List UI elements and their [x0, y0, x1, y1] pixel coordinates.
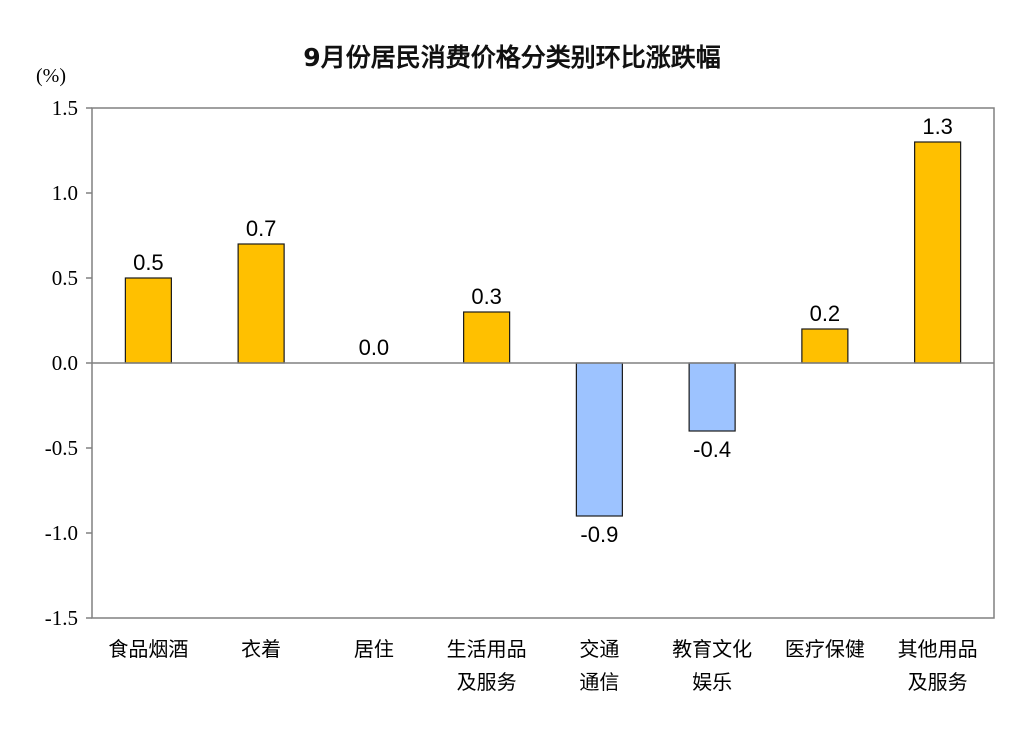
y-tick-label: 0.5: [52, 266, 78, 290]
bar: [124, 277, 172, 364]
data-label: -0.4: [693, 437, 731, 462]
category-label: 生活用品: [447, 637, 527, 661]
data-labels: 0.5 0.7 0.0 0.3 -0.9 -0.4 0.2 1.3: [133, 114, 953, 547]
y-tick-label: -1.0: [45, 521, 78, 545]
category-label: 及服务: [457, 670, 517, 694]
category-label: 居住: [354, 637, 394, 661]
category-label: 医疗保健: [785, 637, 865, 661]
data-label: 0.2: [810, 301, 841, 326]
bars: [124, 141, 962, 517]
category-label: 娱乐: [692, 670, 732, 694]
data-label: -0.9: [580, 522, 618, 547]
category-label: 衣着: [241, 637, 281, 661]
data-label: 0.7: [246, 216, 277, 241]
chart-title: 9月份居民消费价格分类别环比涨跌幅: [303, 43, 720, 72]
y-tick-label: 1.5: [52, 96, 78, 120]
bar: [237, 243, 285, 364]
bar: [688, 362, 736, 432]
bar: [575, 362, 623, 517]
bar: [914, 141, 962, 364]
y-tick-label: 0.0: [52, 351, 78, 375]
bar: [801, 328, 849, 364]
category-label: 教育文化: [672, 637, 752, 661]
category-label: 食品烟酒: [108, 637, 188, 661]
y-tick-label: 1.0: [52, 181, 78, 205]
y-tick-label: -0.5: [45, 436, 78, 460]
category-label: 通信: [579, 670, 619, 694]
category-label: 其他用品: [898, 637, 978, 661]
data-label: 1.3: [922, 114, 953, 139]
y-axis: 1.5 1.0 0.5 0.0 -0.5 -1.0 -1.5: [45, 96, 92, 630]
data-label: 0.5: [133, 250, 164, 275]
y-axis-unit: (%): [36, 65, 66, 87]
data-label: 0.3: [471, 284, 502, 309]
category-label: 及服务: [908, 670, 968, 694]
category-label: 交通: [579, 637, 619, 661]
bar: [463, 311, 511, 364]
data-label: 0.0: [359, 335, 390, 360]
y-tick-label: -1.5: [45, 606, 78, 630]
